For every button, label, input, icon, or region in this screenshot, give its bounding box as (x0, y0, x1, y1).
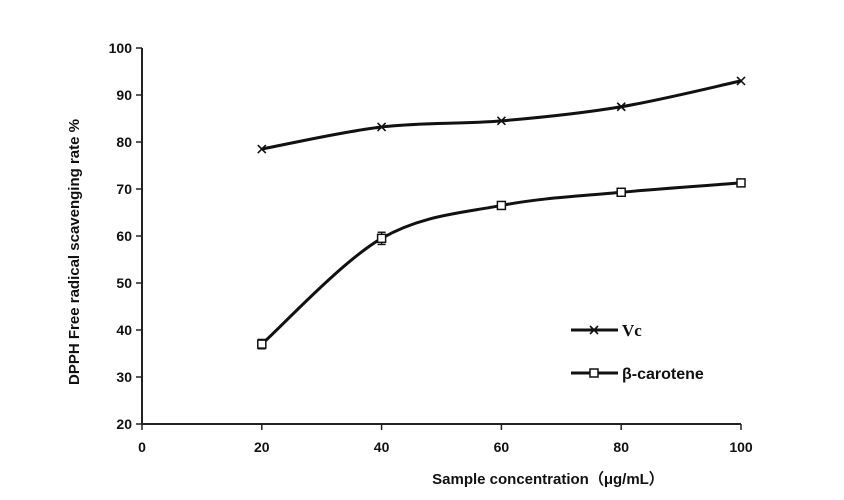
series-line (261, 79, 742, 151)
legend-label: Vc (622, 321, 642, 340)
y-tick-label: 70 (116, 181, 132, 197)
y-axis-title: DPPH Free radical scavenging rate % (66, 119, 83, 385)
x-tick-label: 40 (374, 439, 390, 455)
data-point (496, 200, 507, 211)
legend-marker (589, 325, 599, 335)
series-layer (257, 76, 746, 350)
data-point (616, 102, 626, 112)
x-tick-label: 60 (494, 439, 510, 455)
y-tick-label: 90 (116, 87, 132, 103)
y-tick-label: 50 (116, 275, 132, 291)
data-point (257, 339, 267, 349)
x-tick-label: 100 (729, 439, 753, 455)
legend-label: β-carotene (622, 366, 704, 383)
y-tick-label: 100 (109, 40, 133, 56)
legend-item: Vc (571, 321, 642, 340)
data-point (736, 178, 746, 188)
x-tick-label: 20 (254, 439, 270, 455)
y-tick-label: 20 (116, 416, 132, 432)
data-point (376, 233, 387, 244)
y-tick-label: 80 (116, 134, 132, 150)
data-point (257, 144, 267, 154)
data-point (616, 187, 626, 198)
data-point (377, 122, 387, 132)
data-point (496, 116, 506, 126)
y-tick-label: 60 (116, 228, 132, 244)
x-tick-label: 0 (138, 439, 146, 455)
series-vc (257, 76, 746, 154)
legend-item: β-carotene (571, 366, 704, 383)
x-tick-label: 80 (613, 439, 629, 455)
series-line (260, 181, 742, 346)
x-axis-title: Sample concentration（μg/mL） (432, 470, 664, 488)
axes: 20 30 40 50 60 70 80 90 100 0 20 40 60 80 100 (109, 40, 753, 455)
legend-marker (589, 368, 599, 378)
y-tick-label: 40 (116, 322, 132, 338)
legend: Vc β-carotene (571, 321, 704, 383)
data-point (736, 76, 746, 86)
series-beta-carotene (257, 178, 746, 350)
y-tick-label: 30 (116, 369, 132, 385)
